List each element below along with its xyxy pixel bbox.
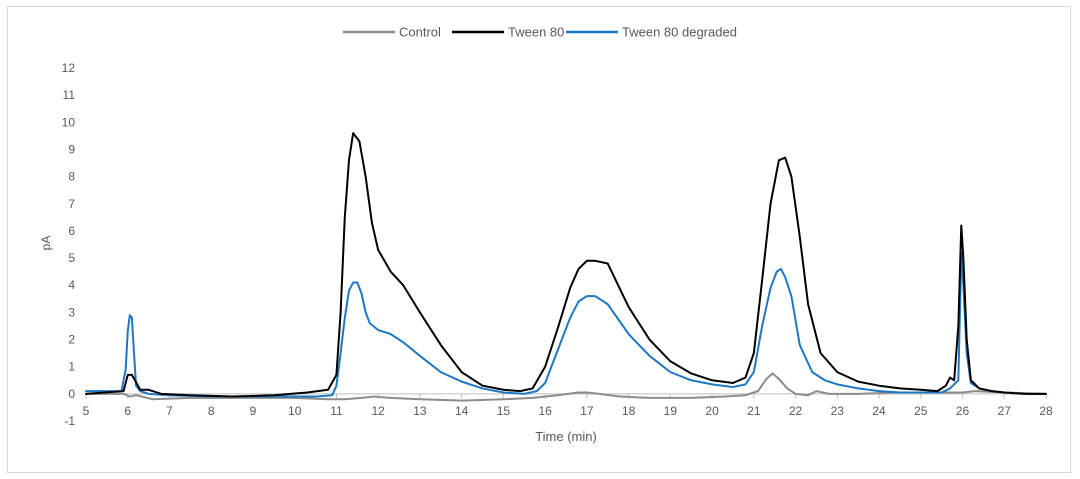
x-tick-label: 22 [789, 404, 803, 418]
x-tick-label: 17 [580, 404, 594, 418]
x-tick-label: 27 [998, 404, 1012, 418]
x-tick-label: 14 [455, 404, 469, 418]
x-tick-label: 19 [664, 404, 678, 418]
series-group [85, 132, 1047, 402]
x-tick-label: 26 [956, 404, 970, 418]
x-tick-label: 16 [538, 404, 552, 418]
legend-label: Tween 80 degraded [622, 25, 737, 40]
series-line-control [85, 372, 1047, 402]
y-axis-label: pA [39, 236, 53, 251]
y-tick-label: 6 [68, 224, 75, 238]
x-tick-label: 18 [622, 404, 636, 418]
x-tick-label: 7 [166, 404, 173, 418]
x-tick-label: 20 [705, 404, 719, 418]
x-tick-label: 28 [1039, 404, 1053, 418]
x-tick-label: 15 [497, 404, 511, 418]
y-tick-label: 0 [68, 387, 75, 401]
x-tick-label: 10 [288, 404, 302, 418]
y-tick-label: 7 [68, 197, 75, 211]
x-tick-label: 5 [83, 404, 90, 418]
x-tick-label: 8 [208, 404, 215, 418]
y-tick-label: 1 [68, 360, 75, 374]
x-tick-label: 6 [124, 404, 131, 418]
x-tick-label: 12 [371, 404, 385, 418]
y-tick-label: 4 [68, 278, 75, 292]
x-tick-label: 9 [250, 404, 257, 418]
x-tick-label: 13 [413, 404, 427, 418]
y-tick-label: 10 [62, 115, 76, 129]
y-tick-label: 5 [68, 251, 75, 265]
x-tick-label: 11 [330, 404, 343, 418]
x-axis: 5 6 7 8 9 10 11 12 13 14 15 16 17 18 19 20 21 22 23 24 25 26 2… [83, 393, 1053, 418]
legend-label: Control [399, 25, 441, 40]
x-tick-label: 25 [914, 404, 928, 418]
x-tick-label: 24 [872, 404, 886, 418]
x-axis-label: Time (min) [535, 429, 597, 444]
legend: Control Tween 80 Tween 80 degraded [343, 25, 737, 40]
y-tick-label: -1 [64, 414, 75, 428]
legend-label: Tween 80 [508, 25, 564, 40]
y-tick-label: 9 [68, 142, 75, 156]
y-tick-label: 2 [68, 333, 75, 347]
y-tick-label: 11 [63, 88, 76, 102]
x-tick-label: 23 [831, 404, 845, 418]
series-line-tween-80 [85, 132, 1047, 398]
series-line-tween-80-degraded [85, 251, 1047, 398]
x-tick-label: 21 [747, 404, 761, 418]
y-tick-label: 8 [68, 170, 75, 184]
y-tick-label: 3 [68, 305, 75, 319]
y-tick-label: 12 [62, 61, 76, 75]
